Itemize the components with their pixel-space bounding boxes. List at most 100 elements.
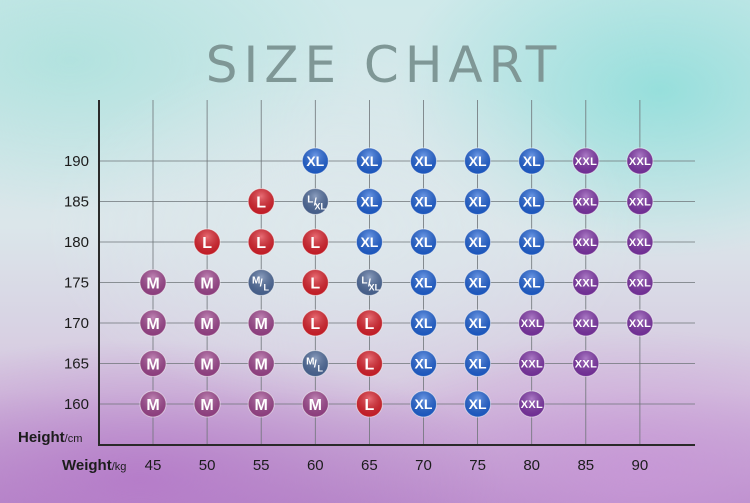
- size-badge: XXL: [626, 269, 654, 296]
- size-badge: XXL: [518, 390, 546, 418]
- badge-shine: [518, 188, 545, 215]
- size-badge: XL: [355, 188, 383, 215]
- badge-shine: [194, 350, 221, 377]
- badge-shine: [356, 391, 383, 417]
- badge-shine: [572, 229, 599, 255]
- size-badge: XL: [410, 269, 437, 296]
- size-badge: XXL: [626, 228, 654, 256]
- badge-label: XL: [360, 234, 378, 250]
- badge-shine: [410, 310, 437, 336]
- size-badge: XL: [518, 188, 546, 215]
- size-badge: XXL: [572, 228, 600, 256]
- size-badge: M: [193, 350, 221, 377]
- x-tick-label: 50: [199, 457, 216, 474]
- size-badge: XXL: [572, 309, 600, 337]
- size-badge: XXL: [518, 309, 546, 337]
- badge-shine: [302, 269, 329, 296]
- size-badge: L: [355, 390, 383, 418]
- size-badge: XXL: [572, 188, 600, 215]
- size-badge: M: [193, 390, 221, 418]
- size-badge: XL: [464, 188, 492, 215]
- size-badge: XL: [518, 147, 546, 175]
- badge-label: M: [146, 316, 159, 333]
- size-badge: M: [139, 350, 167, 377]
- badge-shine: [410, 269, 437, 296]
- badge-label: M: [200, 275, 213, 292]
- badge-shine: [194, 310, 221, 336]
- badge-label-slash: /: [314, 359, 317, 371]
- badge-shine: [626, 148, 653, 174]
- y-tick-label: 160: [64, 396, 89, 413]
- y-axis-label: Height/cm: [18, 429, 82, 446]
- badge-shine: [248, 310, 275, 336]
- x-tick-label: 60: [307, 457, 324, 474]
- badge-label: L: [310, 316, 320, 333]
- size-badge: L: [301, 309, 329, 337]
- badge-shine: [356, 269, 383, 296]
- size-badge: M: [247, 309, 275, 337]
- badge-shine: [410, 350, 437, 377]
- size-badge: L: [247, 188, 275, 215]
- badge-shine: [140, 350, 166, 377]
- x-tick-label: 80: [523, 457, 540, 474]
- badge-shine: [518, 229, 545, 255]
- badge-label: XL: [415, 315, 433, 331]
- badge-label: XL: [523, 153, 541, 169]
- badge-shine: [572, 350, 599, 377]
- badge-label: XXL: [575, 196, 597, 208]
- size-badge: XL: [464, 390, 492, 418]
- badge-label: L: [365, 397, 375, 414]
- badge-label-slash: /: [314, 197, 317, 209]
- size-badge: XXL: [572, 269, 600, 296]
- size-badge: M: [247, 390, 275, 418]
- badge-label: XL: [306, 153, 324, 169]
- badge-shine: [194, 229, 221, 255]
- badge-shine: [464, 310, 491, 336]
- x-tick-label: 75: [469, 457, 486, 474]
- badge-label: XXL: [521, 399, 543, 411]
- badge-shine: [464, 350, 491, 377]
- badge-shine: [140, 391, 166, 417]
- size-badge: L/XL: [355, 269, 383, 296]
- badge-label: XL: [469, 315, 487, 331]
- badge-label: M: [146, 397, 159, 414]
- badge-shine: [302, 391, 329, 417]
- size-badge: XXL: [626, 309, 654, 337]
- badge-shine: [464, 188, 491, 215]
- badge-label: XL: [469, 234, 487, 250]
- badge-shine: [518, 391, 545, 417]
- size-badge: L: [355, 350, 383, 377]
- y-tick-label: 185: [64, 194, 89, 211]
- size-badge: L: [355, 309, 383, 337]
- badge-shine: [248, 350, 275, 377]
- axes: [98, 100, 695, 446]
- badge-label: XL: [415, 194, 433, 210]
- x-tick-label: 55: [253, 457, 270, 474]
- badge-label-lower: XL: [315, 202, 327, 212]
- size-badge: XXL: [626, 188, 654, 215]
- badge-label: XL: [415, 153, 433, 169]
- badge-shine: [410, 229, 437, 255]
- size-badge: M: [247, 350, 275, 377]
- size-badge: L: [193, 228, 221, 256]
- badge-shine: [302, 310, 329, 336]
- y-tick-label: 165: [64, 356, 89, 373]
- size-badge: M / L: [301, 350, 329, 377]
- badge-shine: [248, 229, 275, 255]
- badge-label: M: [146, 275, 159, 292]
- badge-label: XL: [469, 396, 487, 412]
- badge-label: XXL: [629, 237, 651, 249]
- size-badge: M: [139, 309, 167, 337]
- size-badge: XXL: [518, 350, 546, 377]
- y-tick-labels: 160 165 170 175 180 185 190: [64, 153, 89, 413]
- badge-label-upper: M: [252, 276, 260, 287]
- badge-label: XL: [415, 275, 433, 291]
- y-tick-label: 180: [64, 234, 89, 251]
- badge-label: XL: [523, 234, 541, 250]
- size-badge: M: [301, 390, 329, 418]
- badge-shine: [302, 188, 329, 215]
- y-tick-label: 175: [64, 275, 89, 292]
- badge-label: M: [200, 316, 213, 333]
- badge-label: XXL: [575, 358, 597, 370]
- badge-shine: [302, 148, 329, 174]
